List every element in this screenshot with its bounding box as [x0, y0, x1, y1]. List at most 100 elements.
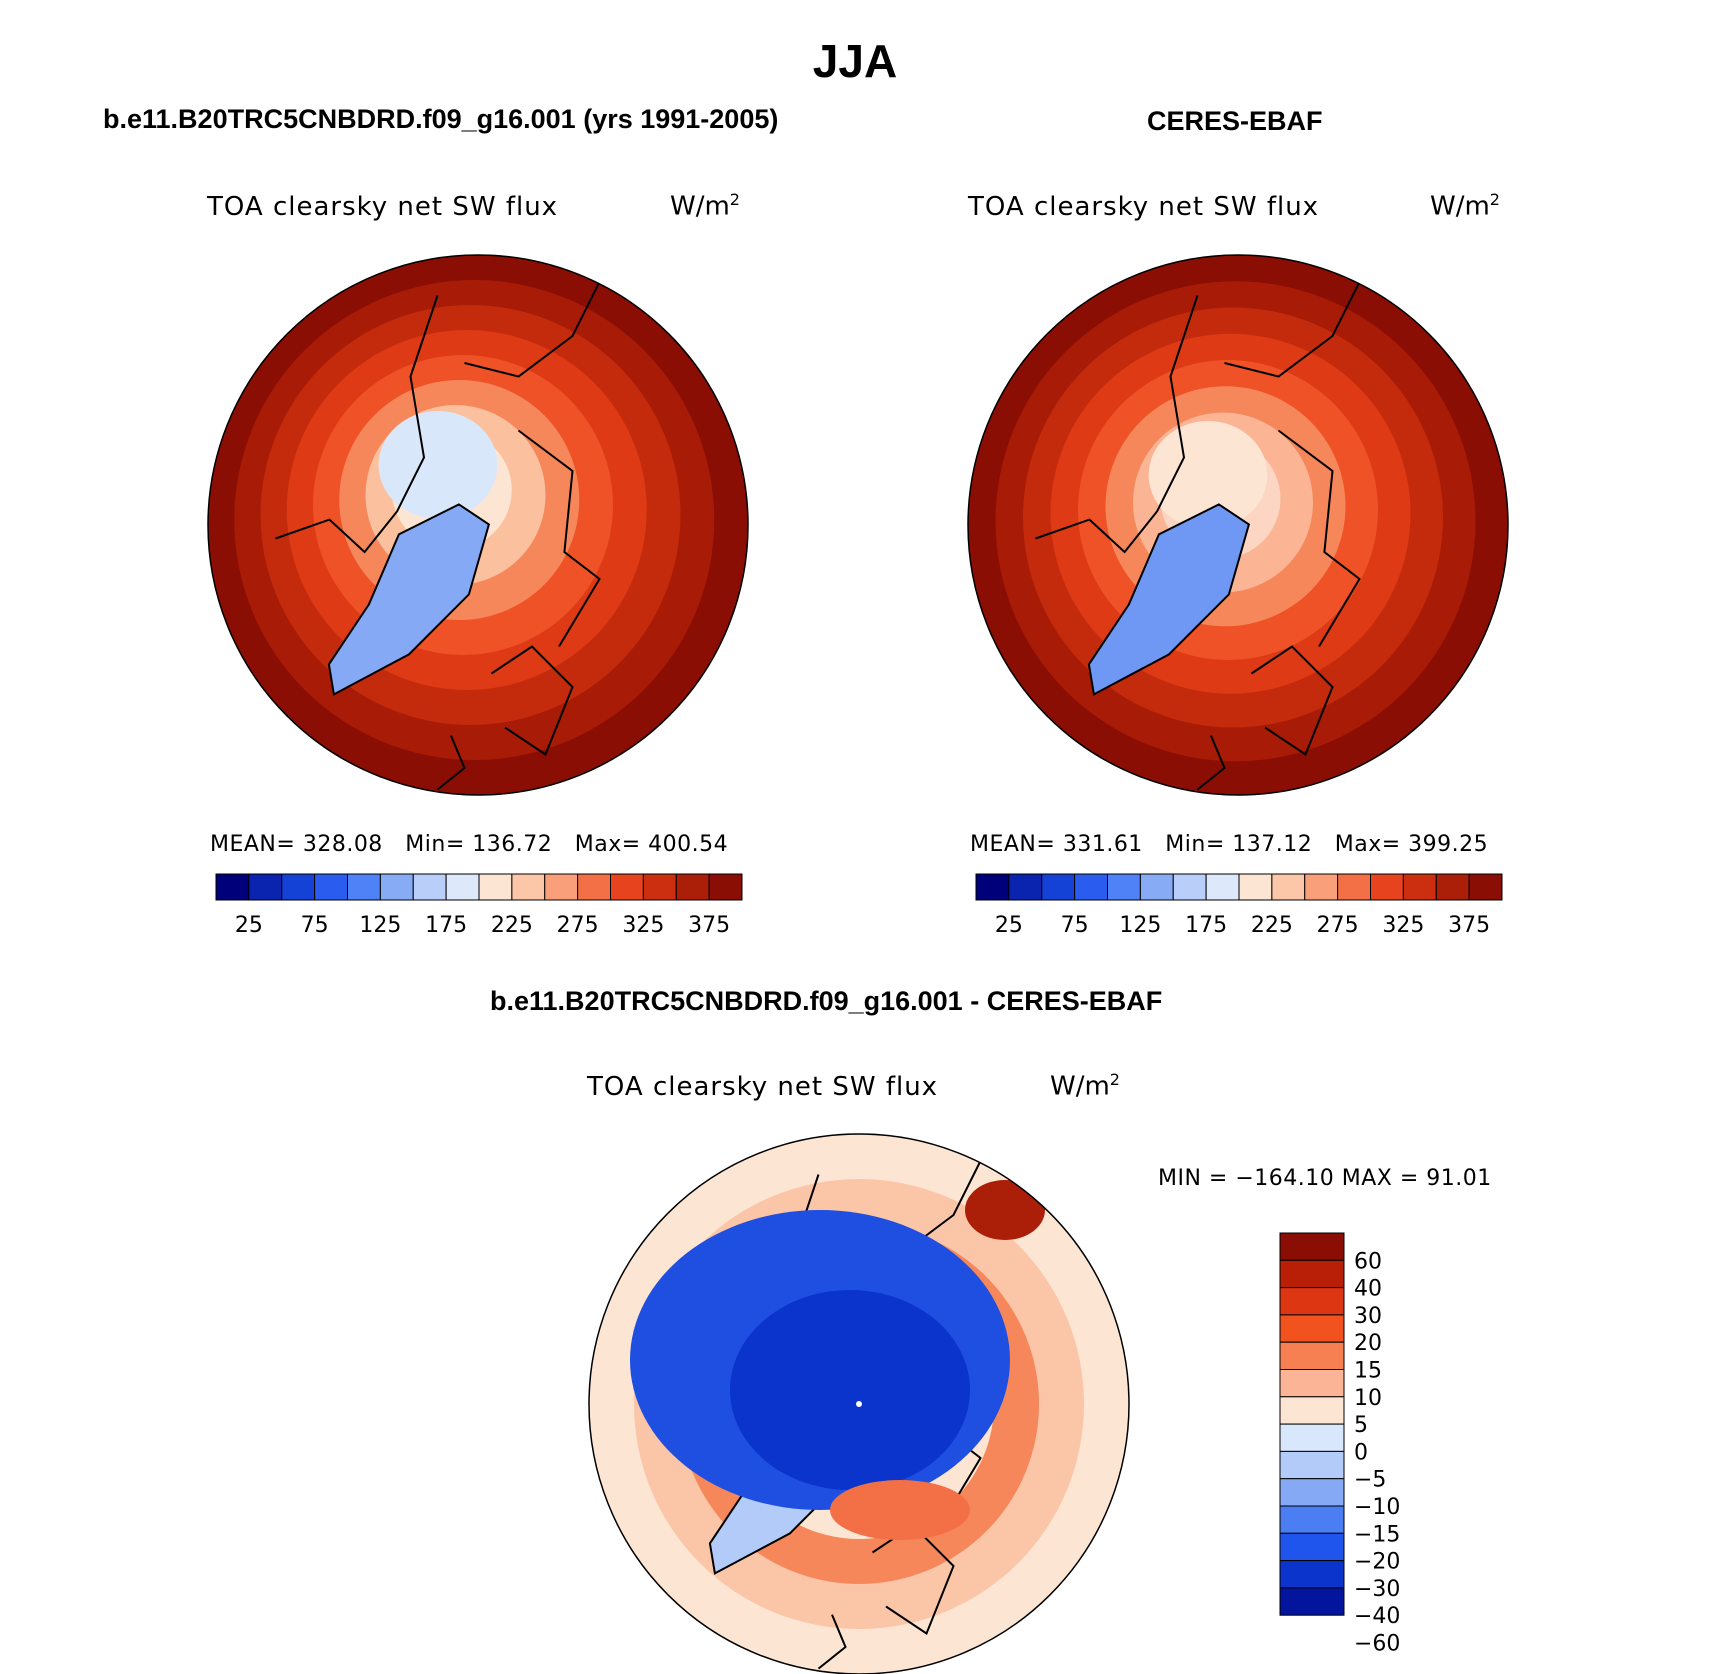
map-field: [208, 255, 748, 795]
colorbar-box: [1074, 873, 1108, 901]
colorbar-tick-label: 15: [1354, 1359, 1382, 1384]
pole-point: [856, 1401, 862, 1407]
colorbar-model: 25 75 125 175 225 275 325 375: [215, 873, 743, 938]
colorbar-box: [675, 873, 710, 901]
colorbar-tick-label: 40: [1354, 1277, 1382, 1302]
min-value: 137.12: [1232, 832, 1313, 857]
colorbar-box: [1279, 1423, 1345, 1452]
colorbar-box: [281, 873, 316, 901]
colorbar-box: [1172, 873, 1207, 901]
colorbar-box: [445, 873, 480, 901]
panel-title-model: b.e11.B20TRC5CNBDRD.f09_g16.001 (yrs 199…: [103, 104, 779, 134]
positive-anomaly-region: [965, 1180, 1045, 1240]
coastline: [1277, 429, 1361, 648]
colorbar-box: [1304, 873, 1339, 901]
colorbar-tick-label: −60: [1354, 1632, 1400, 1657]
colorbar-box: [1205, 873, 1240, 901]
colorbar-box: [544, 873, 579, 901]
colorbar-box: [1279, 1287, 1345, 1316]
colorbar-tick-label: 225: [1251, 913, 1293, 938]
colorbar-box: [347, 873, 381, 901]
colorbar-box: [1279, 1560, 1345, 1589]
colorbar-box: [1008, 873, 1043, 901]
colorbar-tick-label: 125: [359, 913, 401, 938]
colorbar-box: [379, 873, 414, 901]
colorbar-box: [642, 873, 677, 901]
main-title: JJA: [812, 35, 898, 87]
colorbar-box: [412, 873, 447, 901]
colorbar-tick-label: −10: [1354, 1495, 1400, 1520]
coastline: [1250, 645, 1334, 757]
colorbar-box: [1271, 873, 1306, 901]
colorbar-tick-label: −40: [1354, 1604, 1400, 1629]
colorbar-tick-label: 30: [1354, 1304, 1382, 1329]
min-label: Min=: [405, 832, 465, 857]
colorbar-box: [1279, 1478, 1345, 1507]
colorbar-box: [1041, 873, 1076, 901]
colorbar-tick-label: 10: [1354, 1386, 1382, 1411]
units-label-diff: W/m2: [1050, 1070, 1120, 1102]
map-diff: [588, 1133, 1130, 1674]
min-value: 136.72: [472, 832, 553, 857]
panel-title-obs: CERES-EBAF: [1147, 106, 1323, 136]
min-label: Min=: [1165, 832, 1225, 857]
colorbar-box: [1279, 1341, 1345, 1370]
colorbar-tick-label: 175: [425, 913, 467, 938]
coastline: [490, 645, 574, 757]
coastline: [464, 281, 601, 378]
colorbar-tick-label: −20: [1354, 1550, 1400, 1575]
colorbar-tick-label: 325: [1382, 913, 1424, 938]
colorbar-box: [1337, 873, 1371, 901]
colorbar-tick-label: 375: [1448, 913, 1490, 938]
map-boundary: [967, 254, 1509, 796]
mean-label: MEAN=: [210, 832, 296, 857]
colorbar-box: [1279, 1369, 1345, 1398]
coastline: [1196, 735, 1226, 791]
mean-value: 328.08: [302, 832, 383, 857]
colorbar-box: [1279, 1532, 1345, 1562]
colorbar-box: [478, 873, 513, 901]
positive-anomaly-region: [830, 1480, 970, 1540]
colorbar-box: [1238, 873, 1273, 901]
colorbar-tick-label: −15: [1354, 1522, 1400, 1547]
colorbar-box: [248, 873, 283, 901]
variable-label-obs: TOA clearsky net SW flux: [968, 192, 1320, 222]
colorbar-box: [708, 873, 743, 901]
colorbar-tick-label: 275: [1317, 913, 1359, 938]
colorbar-box: [1139, 873, 1174, 901]
greenland-landmass: [327, 503, 491, 696]
max-label: Max=: [1334, 832, 1401, 857]
colorbar-tick-label: 325: [622, 913, 664, 938]
max-value: 400.54: [648, 832, 729, 857]
variable-label-diff: TOA clearsky net SW flux: [587, 1072, 939, 1102]
colorbar-box: [1402, 873, 1437, 901]
colorbar-box: [1435, 873, 1470, 901]
colorbar-box: [1279, 1396, 1345, 1425]
colorbar-box: [1279, 1314, 1345, 1343]
map-boundary: [207, 254, 749, 796]
colorbar-tick-label: 375: [688, 913, 730, 938]
colorbar-box: [1370, 873, 1404, 901]
pole-field: [1148, 421, 1268, 529]
colorbar-box: [511, 873, 546, 901]
colorbar-box: [215, 873, 250, 901]
colorbar-tick-label: 125: [1119, 913, 1161, 938]
colorbar-box: [975, 873, 1010, 901]
colorbar-box: [1279, 1505, 1345, 1534]
colorbar-tick-label: 20: [1354, 1331, 1382, 1356]
units-label-model: W/m2: [670, 190, 740, 222]
colorbar-tick-label: 175: [1185, 913, 1227, 938]
stats-model: MEAN= 328.08 Min= 136.72 Max= 400.54: [210, 832, 728, 857]
mean-value: 331.61: [1062, 832, 1143, 857]
colorbar-tick-label: 75: [1061, 913, 1089, 938]
mean-label: MEAN=: [970, 832, 1056, 857]
colorbar-box: [577, 873, 611, 901]
pole-field: [378, 411, 498, 519]
coastline: [436, 735, 466, 791]
colorbar-box: [1279, 1587, 1345, 1616]
colorbar-tick-label: 5: [1354, 1413, 1368, 1438]
map-field: [968, 255, 1508, 795]
max-label: Max=: [574, 832, 641, 857]
colorbar-box: [1468, 873, 1503, 901]
